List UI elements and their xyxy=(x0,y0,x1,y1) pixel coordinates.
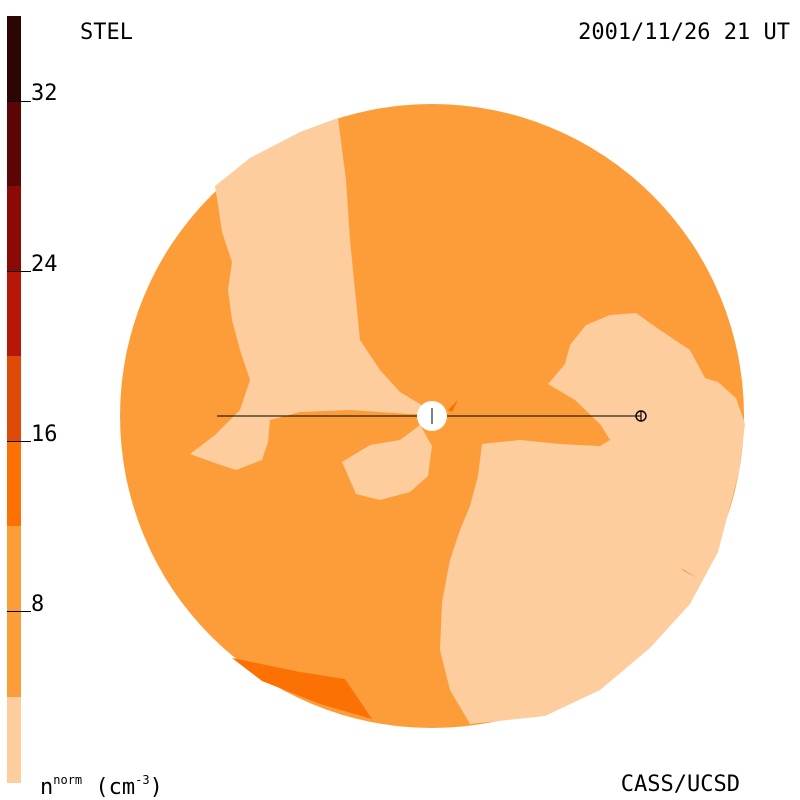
colorbar-tick-8 xyxy=(7,611,31,612)
low-density-region-lobe xyxy=(342,425,432,500)
colorbar-segment-1 xyxy=(7,16,21,101)
high-density-streak-right xyxy=(680,568,698,578)
timestamp-label: 2001/11/26 21 UT xyxy=(578,20,790,45)
high-density-streak-center xyxy=(448,400,458,412)
colorbar-segment-3 xyxy=(7,186,21,271)
low-density-region-right xyxy=(440,313,745,724)
colorbar-tick-32 xyxy=(7,101,31,102)
colorbar-segment-8 xyxy=(7,697,21,783)
colorbar-segment-4 xyxy=(7,271,21,356)
colorbar-tick-24 xyxy=(7,271,31,272)
colorbar-tick-label-32: 32 xyxy=(31,81,58,106)
unit-label: nnorm (cm-3) xyxy=(40,773,163,800)
colorbar-tick-label-16: 16 xyxy=(31,422,58,447)
colorbar-tick-label-24: 24 xyxy=(31,252,58,277)
colorbar-tick-16 xyxy=(7,441,31,442)
instrument-label: STEL xyxy=(80,20,133,45)
colorbar-tick-label-8: 8 xyxy=(31,592,45,617)
colorbar-segment-2 xyxy=(7,101,21,186)
colorbar-segment-6 xyxy=(7,441,21,526)
low-density-region-upper-left xyxy=(190,118,432,470)
colorbar-segment-5 xyxy=(7,356,21,441)
high-density-region-bottom xyxy=(232,658,372,719)
credit-label: CASS/UCSD xyxy=(620,772,740,797)
